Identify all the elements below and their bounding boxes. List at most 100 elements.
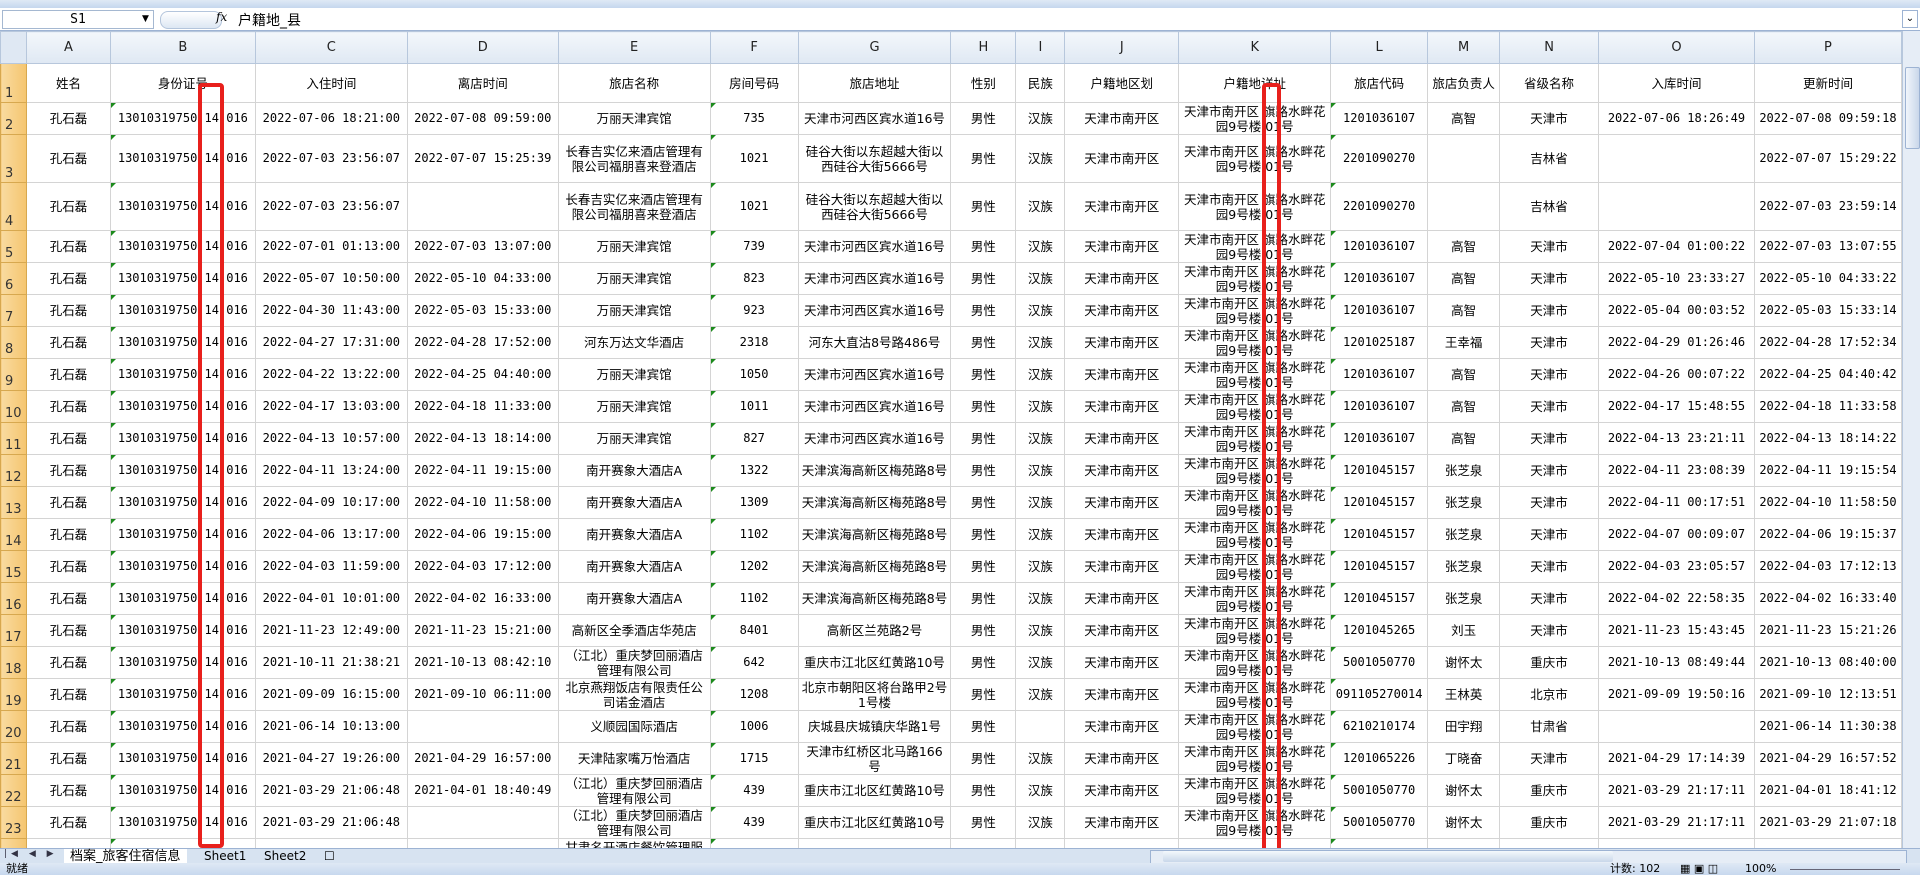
cell-n[interactable]: 天津市 — [1499, 742, 1600, 775]
cell-m[interactable]: 谢怀太 — [1427, 774, 1501, 807]
column-header-n[interactable]: N — [1499, 31, 1600, 64]
cell-n[interactable]: 天津市 — [1499, 358, 1600, 391]
cell-a[interactable]: 孔石磊 — [25, 550, 111, 583]
cell-f[interactable]: 1021 — [709, 134, 799, 183]
cell-c[interactable]: 2022-07-03 23:56:07 — [254, 182, 408, 231]
cell-b[interactable]: 13010319750 14 016 — [109, 838, 256, 848]
cell-i[interactable]: 汉族 — [1015, 262, 1066, 295]
cell-p[interactable]: 2022-04-18 11:33:58 — [1753, 390, 1902, 423]
cell-e[interactable]: 北京燕翔饭店有限责任公司诺金酒店 — [557, 678, 711, 711]
name-box[interactable]: S1 — [2, 10, 154, 29]
cell-h[interactable]: 男性 — [950, 518, 1017, 551]
view-buttons-icon[interactable]: ▦ ▣ ◫ — [1680, 862, 1719, 875]
cell-g[interactable]: 天津市河西区宾水道16号 — [797, 230, 952, 263]
column-header-d[interactable]: D — [406, 31, 559, 64]
column-header-m[interactable]: M — [1427, 31, 1501, 64]
cell-b[interactable]: 13010319750 14 016 — [109, 454, 256, 487]
cell-c[interactable]: 2022-04-01 10:01:00 — [254, 582, 408, 615]
cell-d[interactable]: 2022-07-03 13:07:00 — [406, 230, 559, 263]
cell-m[interactable]: 谢怀太 — [1427, 806, 1501, 839]
cell-d[interactable]: 2022-04-11 19:15:00 — [406, 454, 559, 487]
cell-o[interactable]: 2022-04-13 23:21:11 — [1598, 422, 1755, 455]
header-cell-p[interactable]: 更新时间 — [1753, 63, 1902, 103]
cell-i[interactable]: 汉族 — [1015, 230, 1066, 263]
row-number[interactable]: 1 — [0, 63, 27, 103]
cell-b[interactable]: 13010319750 14 016 — [109, 678, 256, 711]
cell-l[interactable]: 5001050770 — [1330, 806, 1429, 839]
cell-k[interactable]: 天津市南开区 旗路水畔花园9号楼 01号 — [1178, 582, 1332, 615]
cell-e[interactable]: 义顺园国际酒店 — [557, 710, 711, 743]
cell-a[interactable]: 孔石磊 — [25, 518, 111, 551]
cell-k[interactable]: 天津市南开区 旗路水畔花园9号楼 01号 — [1178, 710, 1332, 743]
name-box-dropdown-icon[interactable]: ▼ — [142, 14, 149, 24]
cell-n[interactable]: 重庆市 — [1499, 646, 1600, 679]
cell-o[interactable]: 2021-10-13 08:49:44 — [1598, 646, 1755, 679]
cell-g[interactable]: 重庆市江北区红黄路10号 — [797, 774, 952, 807]
cell-h[interactable]: 男性 — [950, 774, 1017, 807]
cell-f[interactable]: 1050 — [709, 358, 799, 391]
header-cell-m[interactable]: 旅店负责人 — [1427, 63, 1501, 103]
cell-b[interactable]: 13010319750 14 016 — [109, 710, 256, 743]
row-number[interactable]: 19 — [0, 678, 27, 711]
cell-k[interactable]: 天津市南开区 旗路水畔花园9号楼 01号 — [1178, 262, 1332, 295]
cell-b[interactable]: 13010319750 14 016 — [109, 486, 256, 519]
cell-d[interactable] — [406, 182, 559, 231]
cell-f[interactable]: 642 — [709, 646, 799, 679]
cell-c[interactable]: 2021-11-23 12:49:00 — [254, 614, 408, 647]
cell-n[interactable]: 天津市 — [1499, 262, 1600, 295]
header-cell-f[interactable]: 房间号码 — [709, 63, 799, 103]
cell-f[interactable]: 735 — [709, 102, 799, 135]
cell-i[interactable]: 汉族 — [1015, 646, 1066, 679]
row-number[interactable]: 6 — [0, 262, 27, 295]
cell-n[interactable]: 天津市 — [1499, 550, 1600, 583]
cell-k[interactable]: 天津市南开区 旗路水畔花园9号楼 01号 — [1178, 390, 1332, 423]
cell-p[interactable]: 2022-04-02 16:33:40 — [1753, 582, 1902, 615]
cell-l[interactable]: 1201025187 — [1330, 326, 1429, 359]
cell-e[interactable]: 万丽天津宾馆 — [557, 102, 711, 135]
cell-e[interactable]: 万丽天津宾馆 — [557, 230, 711, 263]
cell-l[interactable]: 2201090270 — [1330, 134, 1429, 183]
cell-l[interactable]: 1201036107 — [1330, 294, 1429, 327]
cell-d[interactable]: 2022-05-03 15:33:00 — [406, 294, 559, 327]
cell-n[interactable]: 吉林省 — [1499, 182, 1600, 231]
cell-h[interactable]: 男性 — [950, 550, 1017, 583]
cell-c[interactable]: 2022-04-17 13:03:00 — [254, 390, 408, 423]
cell-i[interactable]: 汉族 — [1015, 582, 1066, 615]
cell-n[interactable]: 吉林省 — [1499, 134, 1600, 183]
row-number[interactable]: 15 — [0, 550, 27, 583]
cell-c[interactable]: 2022-04-22 13:22:00 — [254, 358, 408, 391]
cell-a[interactable]: 孔石磊 — [25, 102, 111, 135]
cell-c[interactable]: 2022-04-30 11:43:00 — [254, 294, 408, 327]
cell-k[interactable]: 天津市南开区 旗路水畔花园9号楼 01号 — [1178, 134, 1332, 183]
cell-o[interactable]: 2022-05-10 23:33:27 — [1598, 262, 1755, 295]
cell-i[interactable]: 汉族 — [1015, 486, 1066, 519]
cell-j[interactable]: 天津市南开区 — [1064, 422, 1180, 455]
cell-o[interactable]: 2021-09-09 19:50:16 — [1598, 678, 1755, 711]
cell-d[interactable]: 2022-04-10 11:58:00 — [406, 486, 559, 519]
cell-i[interactable]: 汉族 — [1015, 550, 1066, 583]
cell-i[interactable]: 汉族 — [1015, 774, 1066, 807]
cell-o[interactable]: 2022-04-02 22:58:35 — [1598, 582, 1755, 615]
cell-b[interactable]: 13010319750 14 016 — [109, 742, 256, 775]
cell-l[interactable]: 6210210174 — [1330, 710, 1429, 743]
cell-e[interactable]: 万丽天津宾馆 — [557, 294, 711, 327]
cell-n[interactable]: 天津市 — [1499, 390, 1600, 423]
cell-e[interactable]: 南开赛象大酒店A — [557, 486, 711, 519]
cell-n[interactable]: 天津市 — [1499, 102, 1600, 135]
cell-f[interactable]: 1208 — [709, 678, 799, 711]
cell-i[interactable]: 汉族 — [1015, 182, 1066, 231]
cell-f[interactable]: 739 — [709, 230, 799, 263]
cell-m[interactable]: 高智 — [1427, 390, 1501, 423]
cell-d[interactable]: 2021-10-13 08:42:10 — [406, 646, 559, 679]
cell-c[interactable]: 2022-07-01 01:13:00 — [254, 230, 408, 263]
cell-d[interactable]: 2022-04-13 18:14:00 — [406, 422, 559, 455]
cell-l[interactable]: 1201036107 — [1330, 358, 1429, 391]
cell-d[interactable]: 2021-04-29 16:57:00 — [406, 742, 559, 775]
cell-o[interactable]: 2022-05-04 00:03:52 — [1598, 294, 1755, 327]
cell-j[interactable]: 天津市南开区 — [1064, 358, 1180, 391]
cell-g[interactable]: 硅谷大街以东超越大街以西硅谷大街5666号 — [797, 134, 952, 183]
column-header-j[interactable]: J — [1064, 31, 1180, 64]
cell-h[interactable]: 男性 — [950, 838, 1017, 848]
cell-a[interactable]: 孔石磊 — [25, 134, 111, 183]
